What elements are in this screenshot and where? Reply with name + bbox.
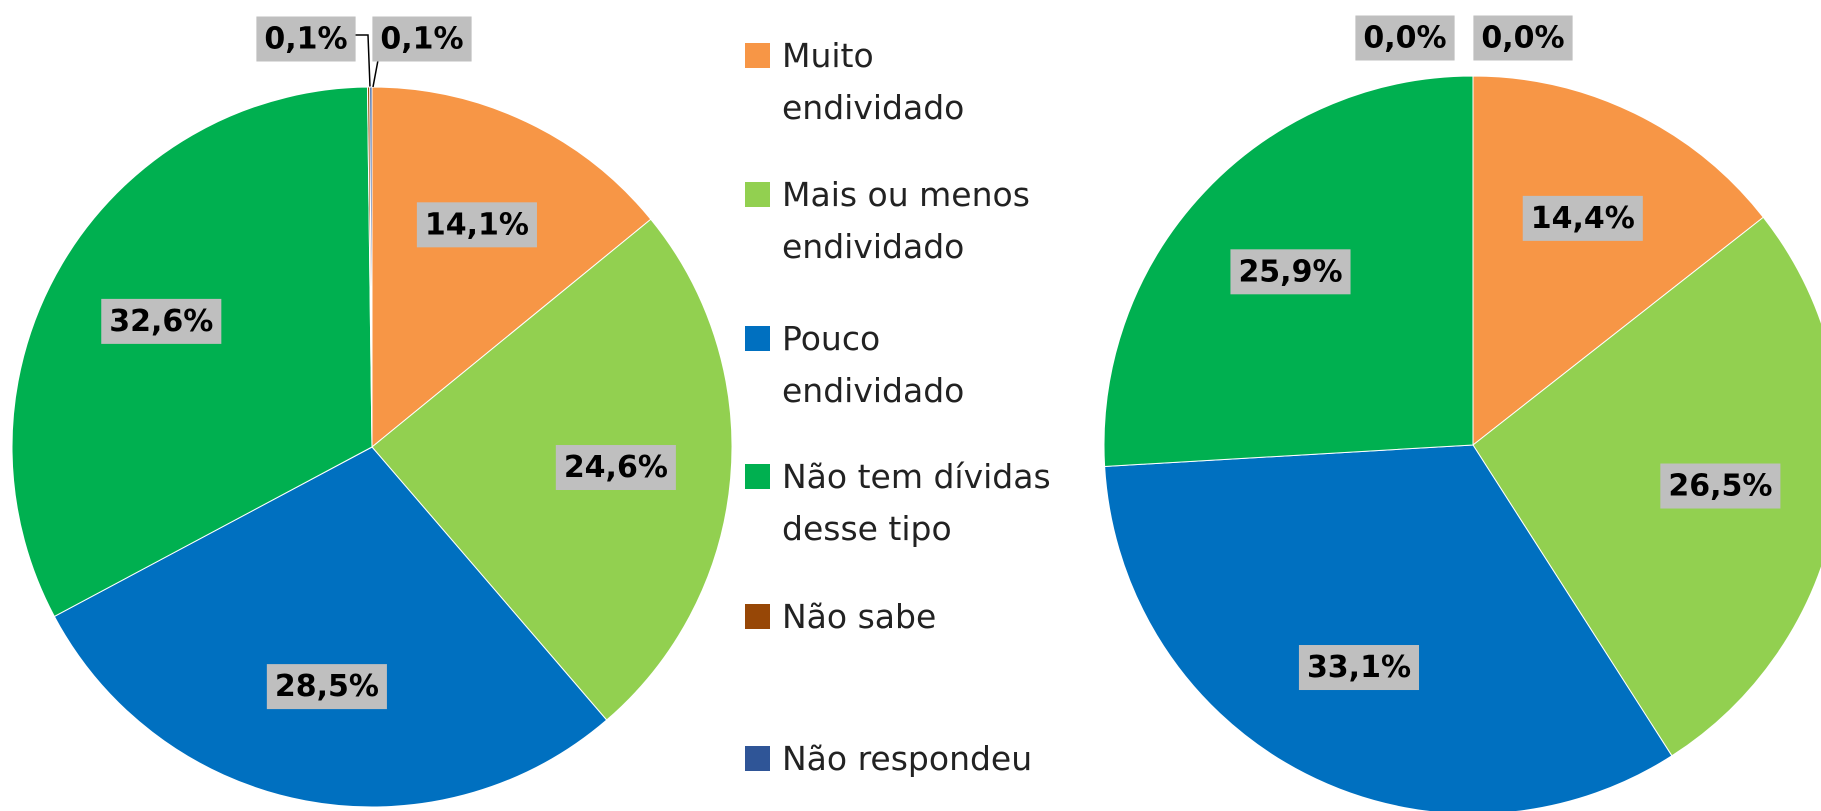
data-label-text: 33,1% <box>1307 650 1411 685</box>
label-bg <box>1522 195 1643 241</box>
data-label: 28,5% <box>266 664 387 710</box>
pie-slice <box>369 86 373 448</box>
pie-slice <box>371 218 733 721</box>
legend-item: Mais ou menos endividado <box>745 169 1105 273</box>
legend-label: Não respondeu <box>782 739 1033 778</box>
data-label: 0,1% <box>256 16 356 62</box>
pie-slice <box>11 86 373 618</box>
label-bg <box>1355 15 1455 61</box>
data-label-text: 0,1% <box>380 22 463 57</box>
legend-item: Não sabe <box>745 591 1105 643</box>
data-label-text: 32,6% <box>109 304 213 339</box>
legend-swatch <box>745 182 770 207</box>
label-bg <box>416 202 537 248</box>
pie-slice <box>1472 216 1821 757</box>
data-label-text: 0,0% <box>1481 21 1564 56</box>
data-label: 32,6% <box>101 298 222 344</box>
label-bg <box>1298 645 1420 691</box>
data-label: 0,0% <box>1473 15 1573 61</box>
label-bg <box>256 16 356 62</box>
data-label: 0,1% <box>372 16 472 62</box>
data-label-text: 25,9% <box>1238 254 1342 289</box>
legend-swatch <box>745 746 770 771</box>
legend-label: Não sabe <box>782 597 937 636</box>
data-label-text: 14,1% <box>425 207 529 242</box>
legend-label: Mais ou menos endividado <box>782 175 1030 266</box>
data-label: 14,1% <box>416 202 537 248</box>
data-label-text: 28,5% <box>275 669 379 704</box>
data-label: 33,1% <box>1298 645 1420 691</box>
data-label-text: 24,6% <box>564 450 668 485</box>
label-bg <box>555 445 676 491</box>
data-label: 24,6% <box>555 445 676 491</box>
legend-label: Muito endividado <box>782 36 965 127</box>
label-bg <box>266 664 387 710</box>
leader-line <box>350 34 371 88</box>
pie-slice <box>371 86 652 449</box>
legend-item: Não respondeu <box>745 733 1105 785</box>
legend-label: Não tem dívidas desse tipo <box>782 457 1051 548</box>
label-bg <box>1230 249 1351 295</box>
label-bg <box>372 16 472 62</box>
pie-slice <box>1104 444 1673 811</box>
data-label: 14,4% <box>1522 195 1643 241</box>
legend-swatch <box>745 43 770 68</box>
legend-item: Pouco endividado <box>745 313 1105 417</box>
data-label-text: 14,4% <box>1531 201 1635 236</box>
legend-item: Muito endividado <box>745 30 1105 134</box>
data-label: 0,0% <box>1355 15 1455 61</box>
legend-swatch <box>745 604 770 629</box>
data-label-text: 26,5% <box>1668 469 1772 504</box>
legend-swatch <box>745 326 770 351</box>
pie-slice <box>1472 75 1765 447</box>
pie-slice <box>53 446 608 808</box>
data-label-text: 0,0% <box>1363 21 1446 56</box>
data-label-text: 0,1% <box>264 22 347 57</box>
label-bg <box>101 298 222 344</box>
legend-item: Não tem dívidas desse tipo <box>745 451 1105 555</box>
legend-swatch <box>745 464 770 489</box>
data-label: 26,5% <box>1660 463 1781 509</box>
legend-label: Pouco endividado <box>782 319 965 410</box>
label-bg <box>1660 463 1781 509</box>
data-label: 25,9% <box>1230 249 1351 295</box>
label-bg <box>1473 15 1573 61</box>
